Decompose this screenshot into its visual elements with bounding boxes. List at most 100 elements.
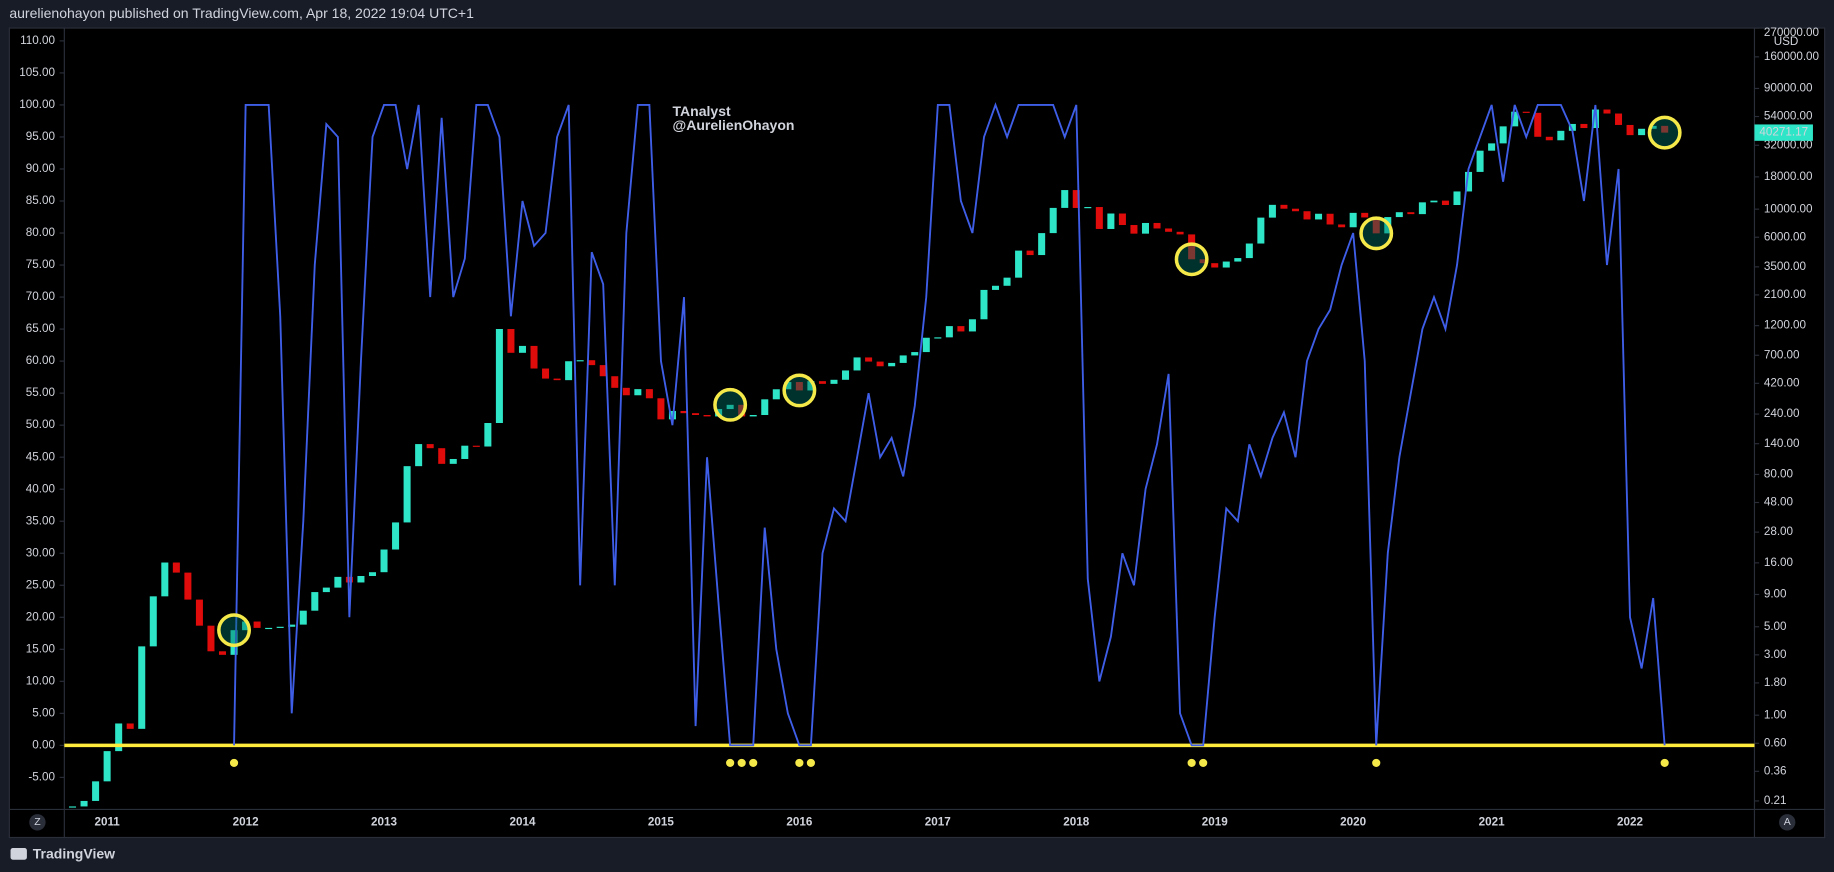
candle	[876, 361, 884, 367]
candle	[1557, 130, 1565, 141]
signal-dot	[726, 758, 735, 768]
candle	[161, 562, 169, 597]
candle	[1372, 217, 1380, 234]
y2-tick-label: 270000.00	[1764, 26, 1820, 39]
y2-tick-label: 1200.00	[1764, 319, 1807, 332]
x-tick-label: 2017	[925, 815, 951, 828]
y2-tick-label: 3.00	[1764, 648, 1787, 661]
candle	[830, 379, 838, 384]
candle	[380, 549, 388, 573]
candle	[542, 368, 550, 379]
candle	[1234, 258, 1242, 262]
candle	[818, 381, 826, 384]
y-tick-label: 85.00	[26, 194, 56, 207]
candle	[945, 326, 953, 338]
candle	[842, 370, 850, 380]
candle	[1349, 212, 1357, 228]
candle	[749, 415, 757, 417]
y2-tick-label: 90000.00	[1764, 82, 1813, 95]
signal-ring	[1174, 242, 1209, 277]
candle	[807, 381, 815, 391]
y-tick-label: 20.00	[26, 610, 56, 623]
candle	[1280, 204, 1288, 209]
y-tick-label: 60.00	[26, 354, 56, 367]
candle	[115, 723, 123, 752]
button[interactable]	[29, 814, 46, 831]
button-label[interactable]: Z	[34, 816, 41, 828]
candle	[1026, 250, 1034, 256]
candle	[761, 399, 769, 416]
y2-tick-label: 32000.00	[1764, 138, 1813, 151]
y-tick-label: 0.00	[32, 738, 55, 751]
candle	[69, 806, 77, 808]
candle	[795, 382, 803, 391]
candle	[253, 621, 261, 628]
candle	[703, 415, 711, 417]
candle	[1003, 277, 1011, 286]
candle	[634, 389, 642, 396]
x-tick-label: 2013	[371, 815, 398, 828]
y2-tick-label: 54000.00	[1764, 110, 1813, 123]
y-tick-label: 50.00	[26, 418, 56, 431]
currency-label: USD	[1774, 35, 1799, 48]
last-price-box	[1754, 124, 1813, 141]
candle	[1591, 109, 1599, 129]
x-tick-label: 2012	[233, 815, 260, 828]
signal-ring	[713, 387, 748, 422]
candle	[645, 389, 653, 399]
candle	[207, 625, 215, 652]
signal-dot	[1187, 758, 1196, 768]
candle	[1199, 259, 1207, 264]
candle	[1015, 250, 1023, 278]
x-tick-label: 2015	[648, 815, 675, 828]
y-tick-label: 95.00	[26, 130, 56, 143]
candle	[449, 458, 457, 464]
y2-tick-label: 700.00	[1764, 348, 1800, 361]
candle	[1245, 243, 1253, 259]
candle	[772, 389, 780, 400]
y2-tick-label: 0.36	[1764, 764, 1787, 777]
candle	[784, 382, 792, 390]
y-tick-label: 65.00	[26, 322, 56, 335]
candle	[1603, 109, 1611, 114]
candle	[968, 319, 976, 332]
candle	[1291, 208, 1299, 212]
y2-tick-label: 9.00	[1764, 588, 1787, 601]
candle	[345, 576, 353, 583]
candle	[1338, 224, 1346, 228]
y2-tick-label: 420.00	[1764, 376, 1800, 389]
candle	[80, 800, 88, 807]
y2-tick-label: 10000.00	[1764, 202, 1813, 215]
y2-tick-label: 240.00	[1764, 407, 1800, 420]
footer: TradingView	[33, 846, 115, 862]
candle	[230, 630, 238, 655]
y2-tick-label: 6000.00	[1764, 230, 1807, 243]
signal-dot	[806, 758, 816, 768]
y2-tick-label: 1.00	[1764, 708, 1787, 721]
candle	[980, 289, 988, 320]
header: aurelienohayon published on TradingView.…	[9, 5, 474, 21]
candle	[1118, 213, 1126, 226]
candle	[1130, 225, 1138, 234]
candle	[1165, 228, 1173, 232]
y2-tick-label: 18000.00	[1764, 170, 1813, 183]
y-tick-label: 10.00	[26, 674, 56, 687]
candle	[1107, 213, 1115, 229]
signal-dot	[749, 758, 758, 768]
button[interactable]	[1779, 814, 1796, 831]
candle	[195, 599, 203, 626]
candle	[1661, 125, 1669, 133]
candle	[288, 624, 296, 627]
x-tick-label: 2016	[786, 815, 813, 828]
candle	[218, 651, 227, 655]
candle	[1061, 190, 1069, 208]
candle	[276, 626, 284, 628]
candle	[530, 345, 538, 369]
candle	[888, 362, 896, 367]
candle	[242, 621, 250, 631]
y2-tick-label: 2100.00	[1764, 288, 1807, 301]
y-tick-label: 35.00	[26, 514, 56, 527]
signal-dot	[795, 758, 804, 768]
logo	[10, 848, 27, 860]
button-label[interactable]: A	[1784, 816, 1791, 828]
